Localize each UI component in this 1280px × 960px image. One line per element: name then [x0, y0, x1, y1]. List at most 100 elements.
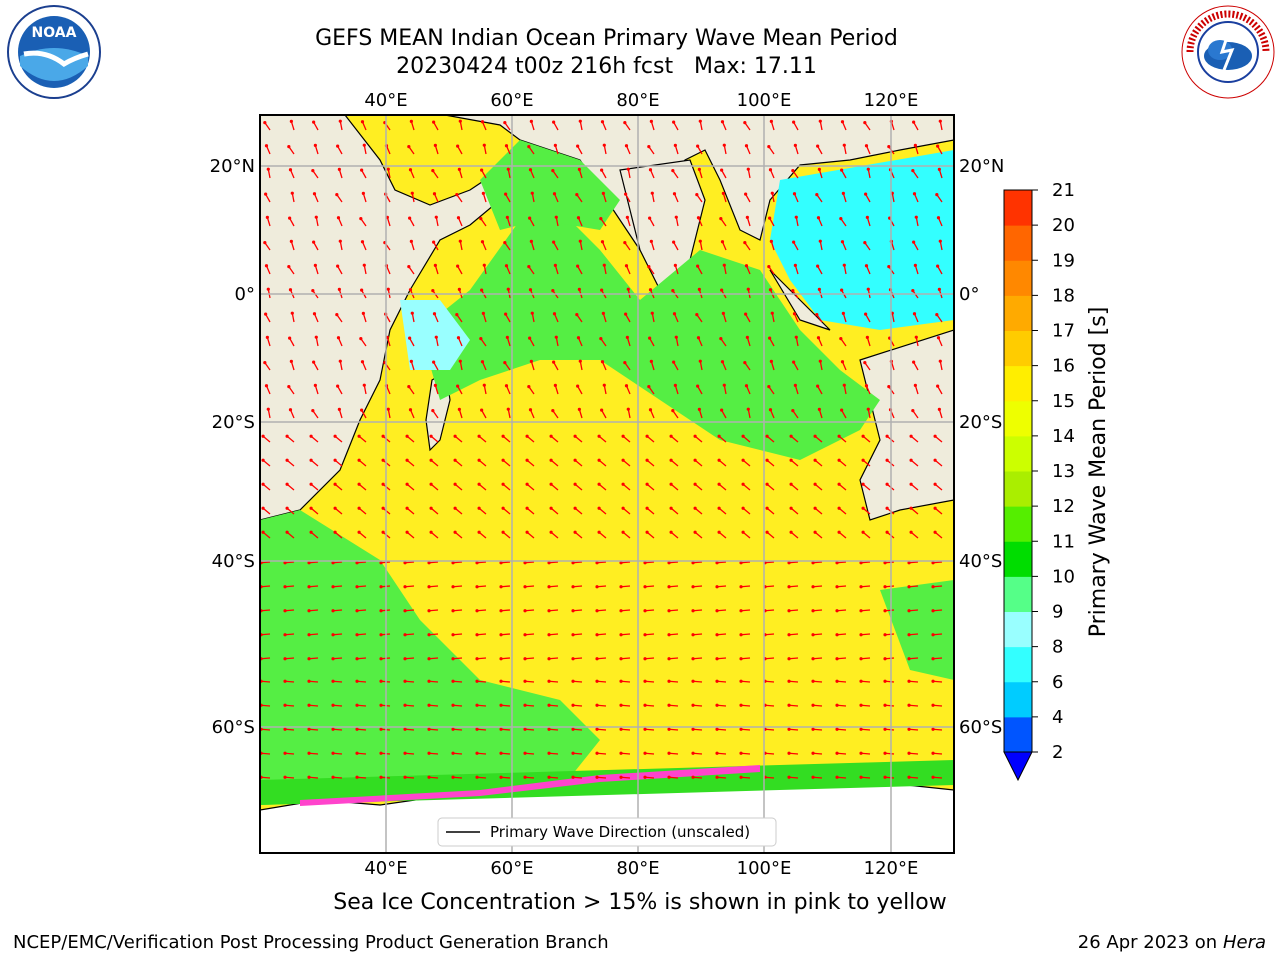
colorbar-swatch [1004, 576, 1032, 612]
lon-tick-bottom: 120°E [864, 858, 919, 879]
wave-direction-arrowhead [715, 727, 719, 731]
wave-direction-arrowhead [643, 703, 647, 707]
wave-direction-arrowhead [427, 679, 431, 683]
wave-direction-arrowhead [551, 409, 555, 413]
wave-direction-arrowhead [408, 216, 412, 220]
wave-direction-arrowhead [811, 775, 815, 779]
wave-direction-arrowhead [600, 120, 605, 124]
wave-direction-arrowhead [765, 530, 769, 534]
wave-direction-arrowhead [361, 311, 365, 315]
wave-direction-arrowhead [697, 167, 701, 171]
wave-direction-arrowhead [792, 240, 796, 244]
wave-direction-arrowhead [288, 168, 293, 172]
wave-direction-arrowhead [499, 679, 503, 683]
wave-direction-arrowhead [528, 408, 533, 412]
wave-direction-arrowhead [523, 609, 527, 613]
wave-direction-arrowhead [499, 775, 503, 779]
wave-direction-arrowhead [307, 751, 311, 755]
wave-direction-arrowhead [479, 217, 483, 221]
wave-direction-arrowhead [264, 384, 269, 388]
colorbar-tick-label: 19 [1052, 250, 1075, 271]
wave-direction-arrowhead [600, 288, 604, 292]
wave-direction-arrowhead [506, 407, 510, 411]
wave-direction-arrowhead [335, 193, 339, 197]
wave-direction-arrowhead [625, 335, 629, 339]
wave-direction-arrowhead [433, 263, 437, 267]
wave-direction-arrowhead [667, 585, 671, 589]
colorbar-swatch [1004, 541, 1032, 577]
wave-direction-arrowhead [409, 359, 413, 363]
wave-direction-arrowhead [816, 264, 820, 268]
wave-direction-arrowhead [793, 263, 797, 267]
wave-direction-arrowhead [739, 585, 743, 589]
wave-direction-arrowhead [839, 217, 843, 221]
wave-direction-arrowhead [719, 337, 723, 341]
wave-direction-arrowhead [338, 359, 342, 363]
wave-direction-arrowhead [475, 609, 479, 613]
wave-direction-arrowhead [937, 287, 941, 291]
wave-direction-arrowhead [427, 751, 431, 755]
chart-title: GEFS MEAN Indian Ocean Primary Wave Mean… [315, 26, 898, 51]
wave-direction-arrowhead [739, 657, 743, 661]
wave-direction-arrowhead [379, 609, 383, 613]
wave-direction-arrowhead [453, 458, 457, 462]
wave-direction-arrowhead [768, 168, 773, 172]
wave-direction-arrowhead [283, 679, 287, 683]
wave-direction-arrowhead [431, 169, 435, 173]
wave-direction-arrowhead [650, 311, 654, 315]
wave-direction-arrowhead [840, 288, 844, 292]
wave-direction-arrowhead [936, 216, 941, 220]
wave-direction-arrowhead [691, 775, 695, 779]
wave-direction-arrowhead [408, 408, 413, 412]
lon-tick-top: 60°E [490, 90, 533, 111]
wave-direction-arrowhead [859, 679, 863, 683]
wave-direction-arrowhead [331, 633, 335, 637]
wave-direction-arrowhead [523, 585, 527, 589]
wave-direction-arrowhead [621, 482, 625, 486]
wave-direction-arrowhead [480, 360, 485, 364]
wave-direction-arrowhead [595, 657, 599, 661]
wave-direction-arrowhead [456, 144, 460, 148]
wave-direction-arrowhead [309, 506, 313, 510]
wave-direction-arrowhead [883, 633, 887, 637]
wave-direction-arrowhead [600, 408, 604, 412]
wave-direction-arrowhead [835, 657, 839, 661]
wave-direction-arrowhead [913, 143, 917, 147]
wave-direction-arrowhead [571, 679, 575, 683]
wave-direction-arrowhead [552, 360, 556, 364]
wave-direction-arrowhead [333, 434, 337, 438]
wave-direction-arrowhead [691, 751, 695, 755]
wave-direction-arrowhead [601, 191, 605, 195]
wave-direction-arrowhead [885, 458, 889, 462]
wave-direction-arrowhead [571, 775, 575, 779]
wave-direction-arrowhead [835, 703, 839, 707]
wave-direction-arrowhead [429, 434, 433, 438]
colorbar-tick-label: 14 [1052, 426, 1075, 447]
wave-direction-arrowhead [835, 609, 839, 613]
wave-direction-arrowhead [429, 482, 433, 486]
wave-direction-arrowhead [837, 506, 841, 510]
wave-direction-arrowhead [355, 775, 359, 779]
wave-direction-arrowhead [551, 289, 555, 293]
wave-direction-arrowhead [816, 336, 821, 340]
wave-direction-arrowhead [840, 360, 845, 364]
wave-direction-arrowhead [691, 609, 695, 613]
wave-direction-arrowhead [458, 239, 462, 243]
wave-direction-arrowhead [506, 167, 510, 171]
wave-direction-arrowhead [552, 312, 557, 316]
wave-direction-arrowhead [671, 409, 675, 413]
wave-direction-arrowhead [499, 561, 503, 565]
wave-direction-arrowhead [866, 287, 870, 291]
wave-direction-arrowhead [746, 407, 750, 411]
wave-direction-arrowhead [379, 657, 383, 661]
wave-direction-arrowhead [741, 458, 745, 462]
wave-direction-arrowhead [457, 167, 461, 171]
wave-direction-arrowhead [597, 506, 601, 510]
wave-direction-arrowhead [523, 561, 527, 565]
wave-direction-arrowhead [619, 679, 623, 683]
wave-direction-arrowhead [355, 585, 359, 589]
wave-direction-arrowhead [933, 458, 937, 462]
wave-direction-arrowhead [667, 609, 671, 613]
wave-direction-arrowhead [499, 751, 503, 755]
wave-direction-arrowhead [720, 288, 724, 292]
